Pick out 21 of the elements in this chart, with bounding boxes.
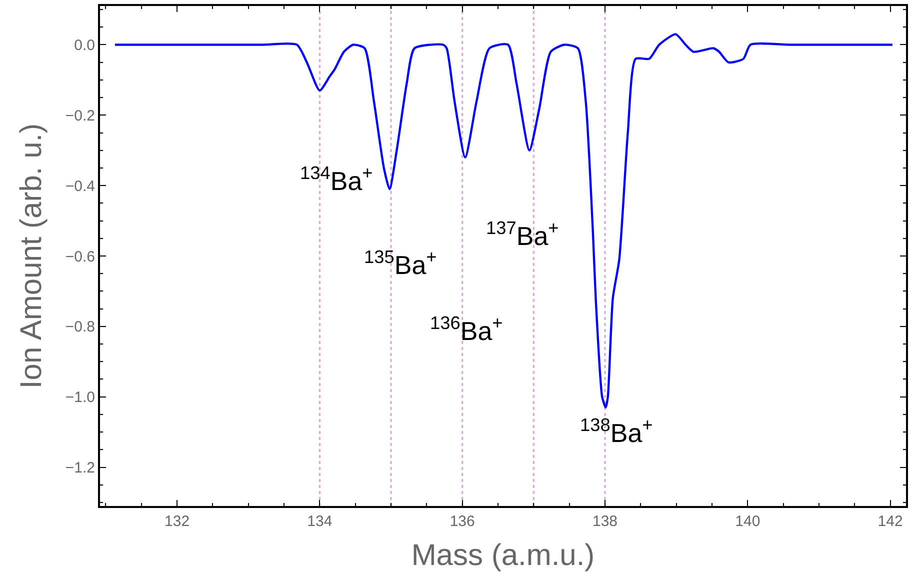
ref-line-label: $^{136}$Ba$^{+}$ [430, 313, 503, 346]
y-tick-label: −1.2 [65, 460, 95, 477]
y-tick-label: −0.8 [65, 318, 95, 336]
y-tick-label: 0.0 [74, 36, 95, 54]
x-tick-label: 138 [592, 513, 618, 530]
ref-line-label: $^{137}$Ba$^{+}$ [486, 218, 559, 251]
x-tick-label: 132 [164, 513, 190, 530]
x-tick-label: 140 [735, 513, 760, 530]
ref-line-label: $^{138}$Ba$^{+}$ [580, 415, 653, 448]
ref-line-label: $^{135}$Ba$^{+}$ [364, 247, 437, 280]
y-tick-label: −0.6 [65, 248, 95, 266]
line-series [114, 33, 894, 409]
x-axis-title: Mass (a.m.u.) [411, 539, 595, 572]
ref-line-label: $^{134}$Ba$^{+}$ [300, 163, 373, 196]
y-axis-title: Ion Amount (arb. u.) [14, 123, 48, 389]
x-tick-label: 142 [878, 513, 903, 530]
x-tick-label: 136 [450, 513, 475, 530]
x-tick-label: 134 [307, 513, 332, 530]
y-tick-label: −1.0 [65, 389, 95, 406]
y-tick-label: −0.2 [65, 107, 95, 124]
y-tick-label: −0.4 [65, 178, 95, 195]
